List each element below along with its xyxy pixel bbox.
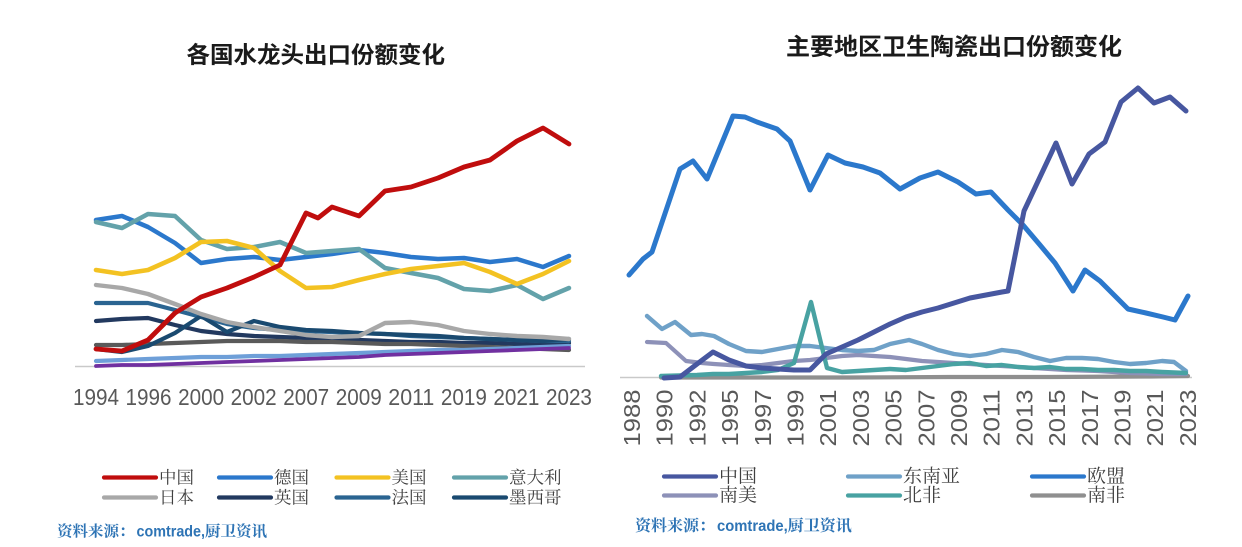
svg-text:2011: 2011 <box>388 384 434 410</box>
svg-text:1988: 1988 <box>619 390 645 447</box>
svg-text:2003: 2003 <box>848 390 874 447</box>
svg-text:2001: 2001 <box>815 390 841 447</box>
svg-text:2011: 2011 <box>979 390 1005 447</box>
svg-text:2015: 2015 <box>1044 390 1070 447</box>
svg-text:1997: 1997 <box>750 390 776 447</box>
svg-text:1995: 1995 <box>717 390 743 447</box>
svg-text:2007: 2007 <box>913 390 939 447</box>
svg-text:2021: 2021 <box>1142 390 1168 447</box>
svg-text:comtrade,: comtrade, <box>137 524 206 541</box>
svg-text:2009: 2009 <box>946 390 972 447</box>
svg-text:2002: 2002 <box>231 384 277 410</box>
svg-text:2019: 2019 <box>1110 390 1136 447</box>
svg-text:2023: 2023 <box>546 384 592 410</box>
svg-text:2017: 2017 <box>1077 390 1103 447</box>
svg-text:2009: 2009 <box>336 384 382 410</box>
svg-text:2007: 2007 <box>283 384 329 410</box>
svg-text:comtrade,: comtrade, <box>717 518 788 535</box>
svg-text:2023: 2023 <box>1175 390 1201 447</box>
svg-text:2021: 2021 <box>493 384 539 410</box>
svg-text:2019: 2019 <box>441 384 487 410</box>
svg-text:1992: 1992 <box>684 390 710 447</box>
svg-text:2005: 2005 <box>881 390 907 447</box>
svg-text:2000: 2000 <box>178 384 224 410</box>
svg-text:1999: 1999 <box>783 390 809 447</box>
svg-text:2013: 2013 <box>1011 390 1037 447</box>
svg-text:1990: 1990 <box>652 390 678 447</box>
svg-text:1996: 1996 <box>126 384 172 410</box>
svg-text:1994: 1994 <box>73 384 119 410</box>
